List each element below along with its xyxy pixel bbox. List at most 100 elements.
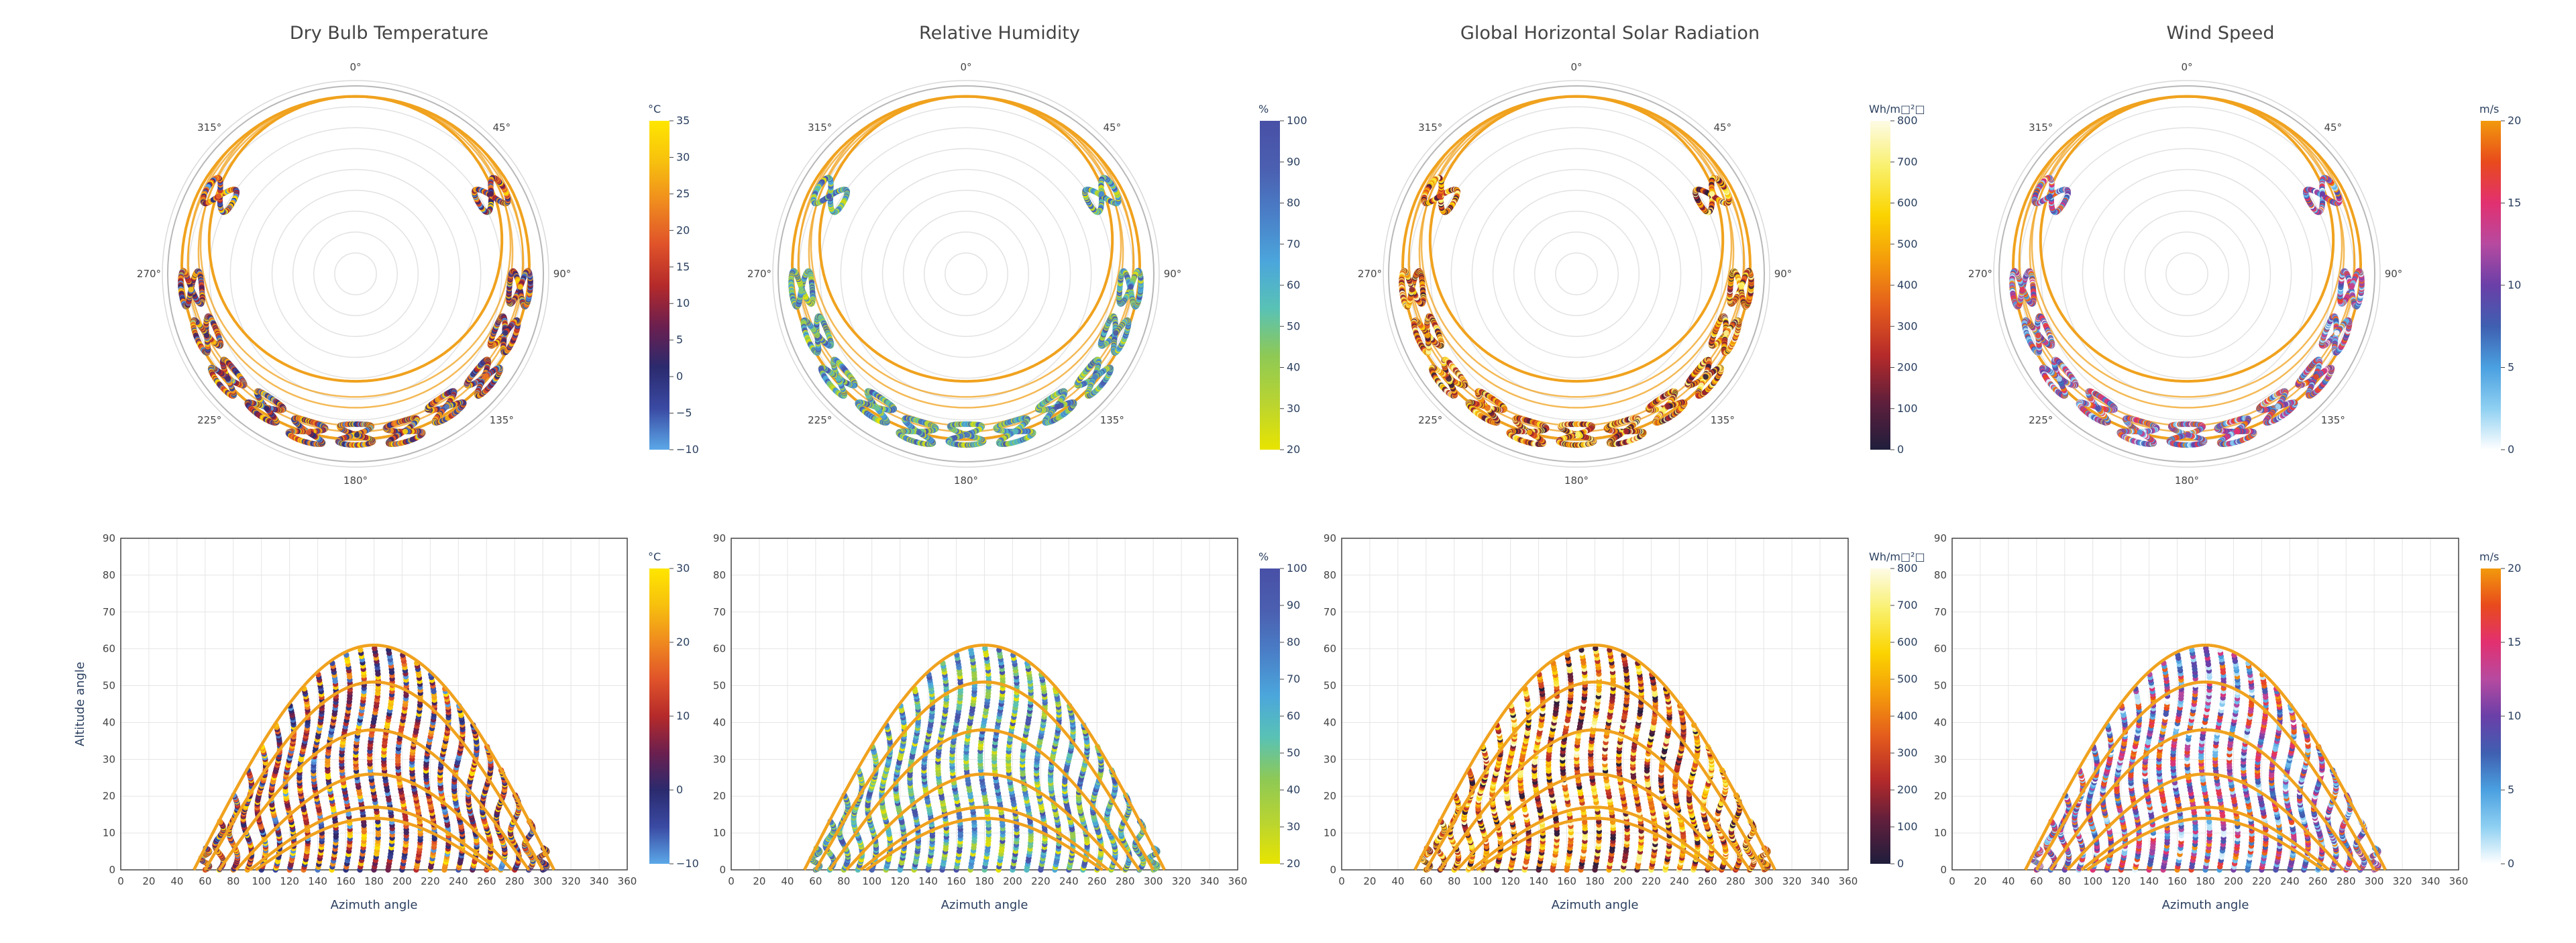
sun-path-arc xyxy=(199,95,512,398)
sun-path-arc xyxy=(808,95,1124,409)
polar-angle-label: 225° xyxy=(1418,414,1442,426)
sun-path-arc xyxy=(197,95,514,409)
polar-ring xyxy=(167,85,544,462)
polar-data-point xyxy=(798,287,804,293)
polar-outer-ring xyxy=(162,80,549,468)
chart-titles: Dry Bulb Temperature Relative Humidity Glo… xyxy=(290,23,2275,44)
polar-chart: 0° 45° 90° 135° 180° 225° 270° 315° xyxy=(137,61,571,487)
polar-angle-label: 180° xyxy=(954,475,978,487)
polar-ring xyxy=(840,148,1092,400)
polar-ring xyxy=(924,232,1008,316)
polar-ring xyxy=(819,127,1113,421)
polar-angle-label: 135° xyxy=(1711,414,1735,426)
polar-data-point xyxy=(215,193,222,199)
polar-ring xyxy=(777,85,1155,462)
polar-angle-label: 0° xyxy=(350,61,361,73)
polar-angle-label: 90° xyxy=(1774,268,1792,280)
polar-ring xyxy=(1555,252,1598,295)
polar-data-point xyxy=(1703,374,1709,380)
polar-ring xyxy=(1450,148,1703,400)
polar-angle-label: 45° xyxy=(1713,121,1731,134)
polar-data-point xyxy=(1012,428,1019,435)
polar-data-point xyxy=(354,432,360,438)
polar-data-point xyxy=(482,374,488,380)
polar-data-point xyxy=(916,430,922,436)
polar-data-point xyxy=(1092,374,1098,380)
polar-ring xyxy=(902,210,1030,338)
polar-ring xyxy=(1388,85,1765,462)
polar-angle-label: 270° xyxy=(1358,268,1382,280)
polar-angle-label: 0° xyxy=(960,61,971,73)
polar-ring xyxy=(250,168,461,379)
polar-data-point xyxy=(1054,403,1061,410)
sun-path-arc xyxy=(810,95,1122,398)
polar-data-point xyxy=(305,430,312,436)
polar-ring xyxy=(1430,127,1723,421)
polar-angle-label: 315° xyxy=(1418,121,1442,134)
polar-ring xyxy=(188,106,523,442)
polar-angle-label: 315° xyxy=(197,121,221,134)
polar-data-point xyxy=(835,376,842,382)
polar-ring xyxy=(798,106,1134,442)
polar-data-point xyxy=(188,287,194,293)
polar-angle-label: 270° xyxy=(747,268,771,280)
polar-data-point xyxy=(1738,284,1744,290)
sun-path-arc xyxy=(1418,95,1735,409)
polar-data-point xyxy=(225,376,231,382)
sun-path-arc xyxy=(1420,95,1733,398)
polar-angle-label: 90° xyxy=(1164,268,1182,280)
sun-path-arc xyxy=(207,95,504,383)
polar-data-point xyxy=(1664,403,1671,410)
polar-data-point xyxy=(264,405,270,411)
polar-angle-label: 135° xyxy=(490,414,514,426)
polar-ring xyxy=(1492,189,1661,358)
polar-ring xyxy=(1513,210,1640,338)
polar-ring xyxy=(945,252,987,295)
polar-data-point xyxy=(814,332,820,338)
polar-ring xyxy=(229,148,482,400)
chart-title: Wind Speed xyxy=(2166,23,2274,44)
polar-angle-label: 225° xyxy=(808,414,832,426)
polar-angle-label: 180° xyxy=(343,475,368,487)
polar-data-point xyxy=(517,284,523,290)
polar-ring xyxy=(1409,106,1744,442)
polar-data-point xyxy=(488,191,494,197)
polar-angle-label: 180° xyxy=(1564,475,1589,487)
polar-angle-label: 0° xyxy=(1570,61,1582,73)
polar-data-point xyxy=(1623,428,1629,435)
polar-angle-label: 45° xyxy=(492,121,511,134)
polar-angle-label: 270° xyxy=(137,268,161,280)
polar-angle-label: 135° xyxy=(1100,414,1124,426)
sun-path-arc xyxy=(818,95,1114,383)
polar-data-point xyxy=(874,405,880,411)
polar-outer-ring xyxy=(1383,80,1770,468)
polar-ring xyxy=(209,127,502,421)
polar-data-point xyxy=(1113,330,1119,336)
polar-angle-label: 225° xyxy=(197,414,221,426)
polar-data-point xyxy=(203,332,210,338)
polar-ring xyxy=(881,189,1051,358)
polar-data-point xyxy=(402,428,409,435)
polar-data-point xyxy=(1128,284,1134,290)
polar-ring xyxy=(292,210,419,338)
polar-chart: 0° 45° 90° 135° 180° 225° 270° 315° xyxy=(1358,61,1792,487)
polar-charts: 0° 45° 90° 135° 180° 225° 270° 315° 0° 45° 90° 135°… xyxy=(137,61,2402,487)
polar-ring xyxy=(334,252,377,295)
sun-path-arc xyxy=(180,95,531,441)
chart-title: Relative Humidity xyxy=(919,23,1080,44)
sun-path-arc xyxy=(1428,95,1725,383)
polar-ring xyxy=(271,189,440,358)
chart-title: Dry Bulb Temperature xyxy=(290,23,488,44)
polar-angle-label: 45° xyxy=(1103,121,1121,134)
polar-ring xyxy=(1534,232,1619,316)
polar-data-point xyxy=(1098,191,1105,197)
chart-title: Global Horizontal Solar Radiation xyxy=(1460,23,1760,44)
polar-data-point xyxy=(443,403,450,410)
polar-data-point xyxy=(1723,330,1729,336)
polar-ring xyxy=(313,232,398,316)
polar-angle-label: 90° xyxy=(553,268,572,280)
polar-chart: 0°45°90°135°180°225°270°315° xyxy=(747,61,1181,487)
polar-data-point xyxy=(502,330,508,336)
polar-outer-ring xyxy=(772,80,1160,468)
